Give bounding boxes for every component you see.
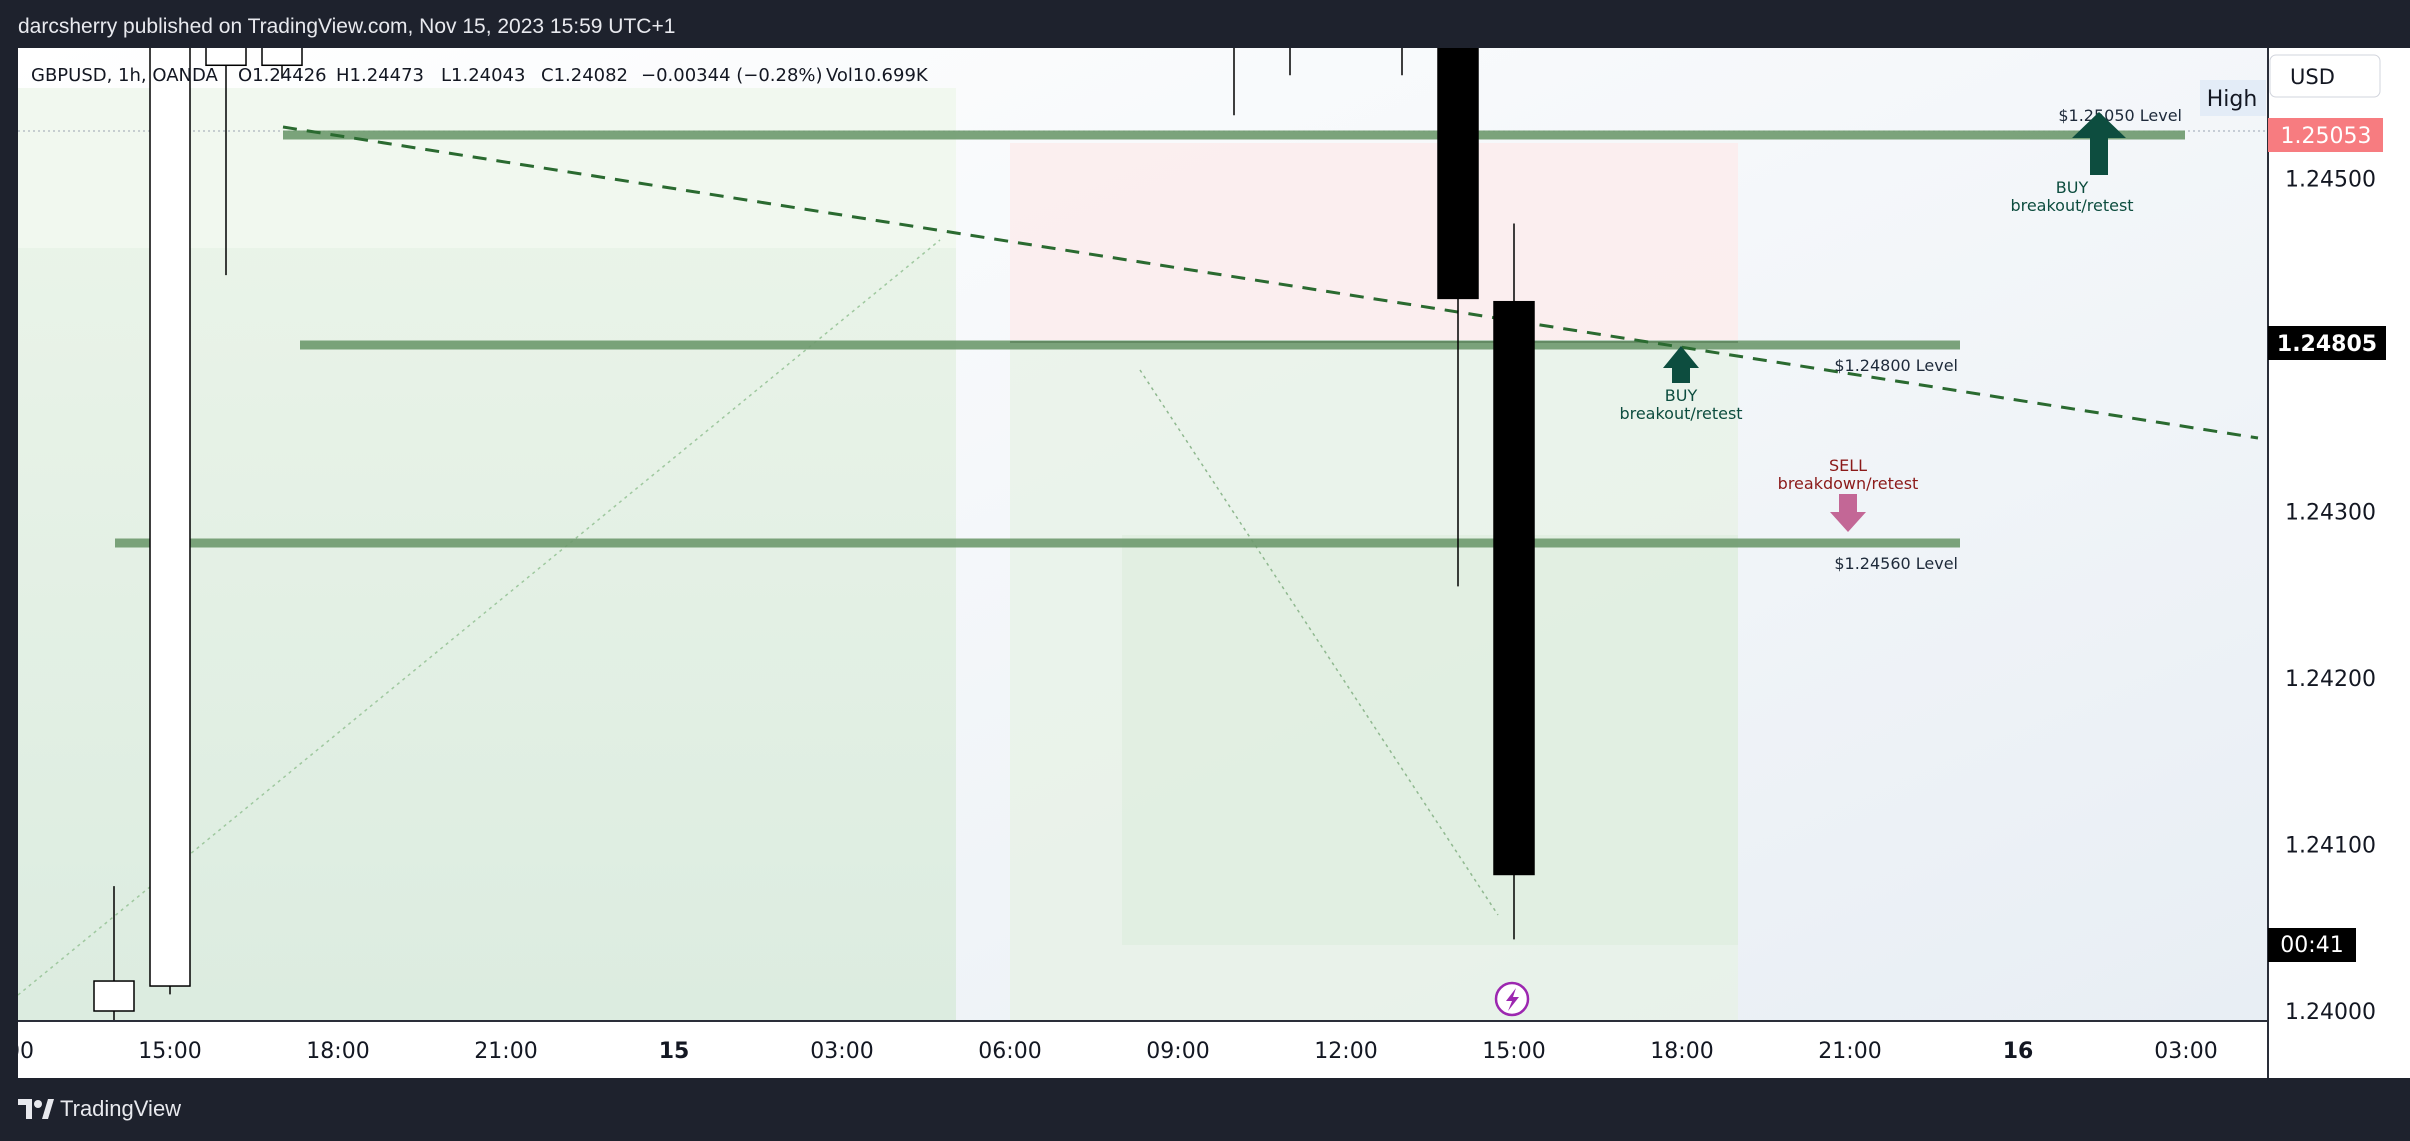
candle: [261, 48, 303, 79]
publish-info: darcsherry published on TradingView.com,…: [18, 15, 676, 38]
price-scale: [2268, 48, 2410, 1078]
level-label-1: $1.25050 Level: [2058, 106, 2182, 125]
candle: [1437, 48, 1479, 587]
candle-body-up: [149, 48, 191, 987]
time-tick-label: 03:00: [810, 1039, 873, 1064]
level-label-3: $1.24560 Level: [1834, 554, 1958, 573]
sell-label-title: SELL: [1829, 456, 1867, 475]
sell-arrow-down-icon: [1830, 494, 1866, 532]
level-label-2: $1.24800 Level: [1834, 356, 1958, 375]
currency-button[interactable]: [2269, 54, 2381, 98]
stop-zone: [1010, 143, 1738, 340]
time-tick-label: 15:00: [138, 1039, 201, 1064]
candle: [205, 48, 247, 276]
time-tick-label: 03:00: [2154, 1039, 2217, 1064]
buy-label-1-sub: breakout/retest: [2010, 196, 2133, 215]
high-value: 1.25053: [2281, 124, 2372, 149]
chart-frame[interactable]: $1.25050 Level $1.24800 Level $1.24560 L…: [6, 1, 2410, 1078]
legend-symbol[interactable]: GBPUSD, 1h, OANDA: [31, 65, 219, 86]
time-tick-label: 16: [2003, 1039, 2034, 1064]
price-tick-label: 1.24200: [2285, 667, 2376, 692]
candle: [93, 886, 135, 1020]
lightning-icon: [1506, 988, 1519, 1011]
candle: [149, 48, 191, 995]
price-tick-label: 1.24000: [2285, 1000, 2376, 1025]
time-tick-label: 00: [18, 1039, 34, 1064]
current-price-badge: [2268, 326, 2386, 360]
time-tick-label: 09:00: [1146, 1039, 1209, 1064]
candle: [1233, 48, 1235, 116]
chart-svg[interactable]: $1.25050 Level $1.24800 Level $1.24560 L…: [6, 1, 2410, 1078]
buy-label-2-sub: breakout/retest: [1619, 404, 1742, 423]
time-tick-label: 21:00: [1818, 1039, 1881, 1064]
candles: [93, 48, 1535, 1020]
time-tick-label: 15: [659, 1039, 690, 1064]
tradingview-brand: TradingView: [60, 1096, 182, 1121]
candle-body-down: [1493, 300, 1535, 876]
legend-low: L1.24043: [441, 65, 525, 86]
currency-label: USD: [2290, 65, 2335, 89]
time-axis-ticks: 00 15:00 18:00 21:00 15 03:00 06:00 09:00 12:00 1…: [6, 1039, 2218, 1064]
current-price-value: 1.24805: [2277, 332, 2377, 357]
candle-body-down: [1437, 48, 1479, 300]
time-tick-label: 15:00: [1482, 1039, 1545, 1064]
candle-body-up: [93, 980, 135, 1012]
trend-line: [282, 125, 2259, 440]
time-tick-label: 21:00: [474, 1039, 537, 1064]
legend-volume: Vol10.699K: [826, 65, 929, 86]
time-tick-label: 06:00: [978, 1039, 1041, 1064]
buy-arrow-up-icon-2: [1663, 346, 1699, 383]
price-tick-label: 1.24100: [2285, 834, 2376, 859]
high-label-box: [2200, 80, 2266, 116]
price-tick-label: 1.24300: [2285, 501, 2376, 526]
price-tick-label: 1.24500: [2285, 168, 2376, 193]
time-tick-label: 12:00: [1314, 1039, 1377, 1064]
tradingview-logo[interactable]: TradingView: [18, 1096, 181, 1122]
candle-body-up: [261, 48, 303, 67]
candle: [1493, 223, 1535, 940]
time-tick-label: 18:00: [1650, 1039, 1713, 1064]
candle-body-up: [205, 48, 247, 67]
buy-arrow-up-icon: [2072, 112, 2126, 175]
legend-change: −0.00344 (−0.28%): [641, 65, 823, 86]
footer-bar: [0, 1078, 2410, 1141]
tradingview-logo-icon: [18, 1099, 54, 1119]
countdown-value: 00:41: [2280, 933, 2343, 958]
legend: GBPUSD, 1h, OANDA O1.24426 H1.24473 L1.2…: [31, 65, 929, 86]
buy-label-1-title: BUY: [2056, 178, 2089, 197]
buy-label-2-title: BUY: [1665, 386, 1698, 405]
target-zone-inner: [1122, 535, 1738, 945]
legend-open: O1.24426: [238, 65, 327, 86]
high-label: High: [2207, 87, 2258, 112]
time-tick-label: 18:00: [306, 1039, 369, 1064]
publish-header: darcsherry published on TradingView.com,…: [0, 0, 2410, 48]
sell-label-sub: breakdown/retest: [1778, 474, 1919, 493]
legend-high: H1.24473: [336, 65, 424, 86]
countdown-badge: [2268, 928, 2356, 962]
legend-close: C1.24082: [541, 65, 628, 86]
time-scale: [18, 1020, 2268, 1078]
high-badge: [2268, 118, 2383, 152]
